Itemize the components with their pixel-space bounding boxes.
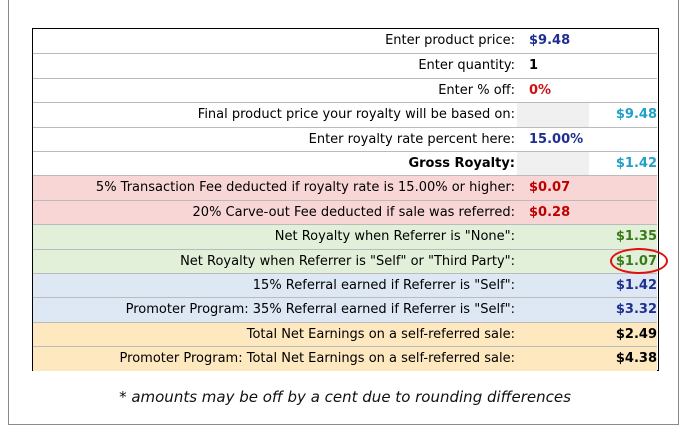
row-value: 15.00%	[529, 131, 584, 147]
table-row: 15% Referral earned if Referrer is "Self…	[33, 273, 657, 298]
table-row: 5% Transaction Fee deducted if royalty r…	[33, 175, 657, 200]
row-value: $1.42	[615, 156, 657, 171]
highlight-circle	[610, 248, 668, 274]
sheet-frame	[8, 0, 679, 425]
row-value: $4.38	[615, 351, 657, 367]
row-value: $2.49	[615, 326, 657, 342]
row-value: $3.32	[615, 302, 657, 318]
row-value: $9.48	[529, 33, 571, 48]
table-row: Enter product price: $9.48	[33, 29, 657, 54]
table-row: Total Net Earnings on a self-referred sa…	[33, 321, 657, 347]
row-value: $1.42	[615, 278, 657, 293]
row-label: Total Net Earnings on a self-referred sa…	[246, 326, 515, 342]
row-value: $9.48	[615, 107, 657, 123]
row-label: 5% Transaction Fee deducted if royalty r…	[95, 180, 515, 196]
table-row: Enter quantity: 1	[33, 53, 657, 78]
row-value: $1.35	[615, 229, 657, 245]
table-row: Promoter Program: Total Net Earnings on …	[33, 346, 657, 371]
row-label: Gross Royalty:	[408, 156, 515, 171]
row-label: Enter royalty rate percent here:	[308, 131, 515, 147]
table-row: Net Royalty when Referrer is "None": $1.3…	[33, 224, 657, 249]
row-label: 20% Carve-out Fee deducted if sale was r…	[192, 204, 515, 220]
row-label: Enter % off:	[438, 82, 515, 98]
table-row: Enter royalty rate percent here: 15.00%	[33, 126, 657, 151]
row-label: Promoter Program: 35% Referral earned if…	[125, 302, 515, 318]
row-label: 15% Referral earned if Referrer is "Self…	[252, 278, 515, 293]
table-row: Promoter Program: 35% Referral earned if…	[33, 297, 657, 322]
table-row: 20% Carve-out Fee deducted if sale was r…	[33, 199, 657, 225]
row-value: 0%	[529, 82, 552, 98]
footnote: * amounts may be off by a cent due to ro…	[119, 388, 571, 406]
row-value: $0.28	[529, 204, 571, 220]
input-cell	[517, 103, 589, 127]
row-label: Enter quantity:	[418, 58, 515, 74]
row-label: Final product price your royalty will be…	[197, 107, 515, 123]
input-cell	[517, 152, 589, 176]
row-label: Enter product price:	[385, 33, 515, 48]
row-value: $0.07	[529, 180, 571, 196]
row-label: Net Royalty when Referrer is "None":	[274, 229, 515, 245]
table-row: Net Royalty when Referrer is "Self" or "…	[33, 248, 657, 273]
row-label: Promoter Program: Total Net Earnings on …	[119, 351, 515, 367]
royalty-table: Enter product price: $9.48 Enter quantity:…	[32, 28, 659, 371]
table-row: Enter % off: 0%	[33, 77, 657, 103]
table-row: Final product price your royalty will be…	[33, 102, 657, 127]
row-value: 1	[529, 58, 539, 74]
row-label: Net Royalty when Referrer is "Self" or "…	[180, 253, 515, 269]
table-row: Gross Royalty: $1.42	[33, 151, 657, 176]
